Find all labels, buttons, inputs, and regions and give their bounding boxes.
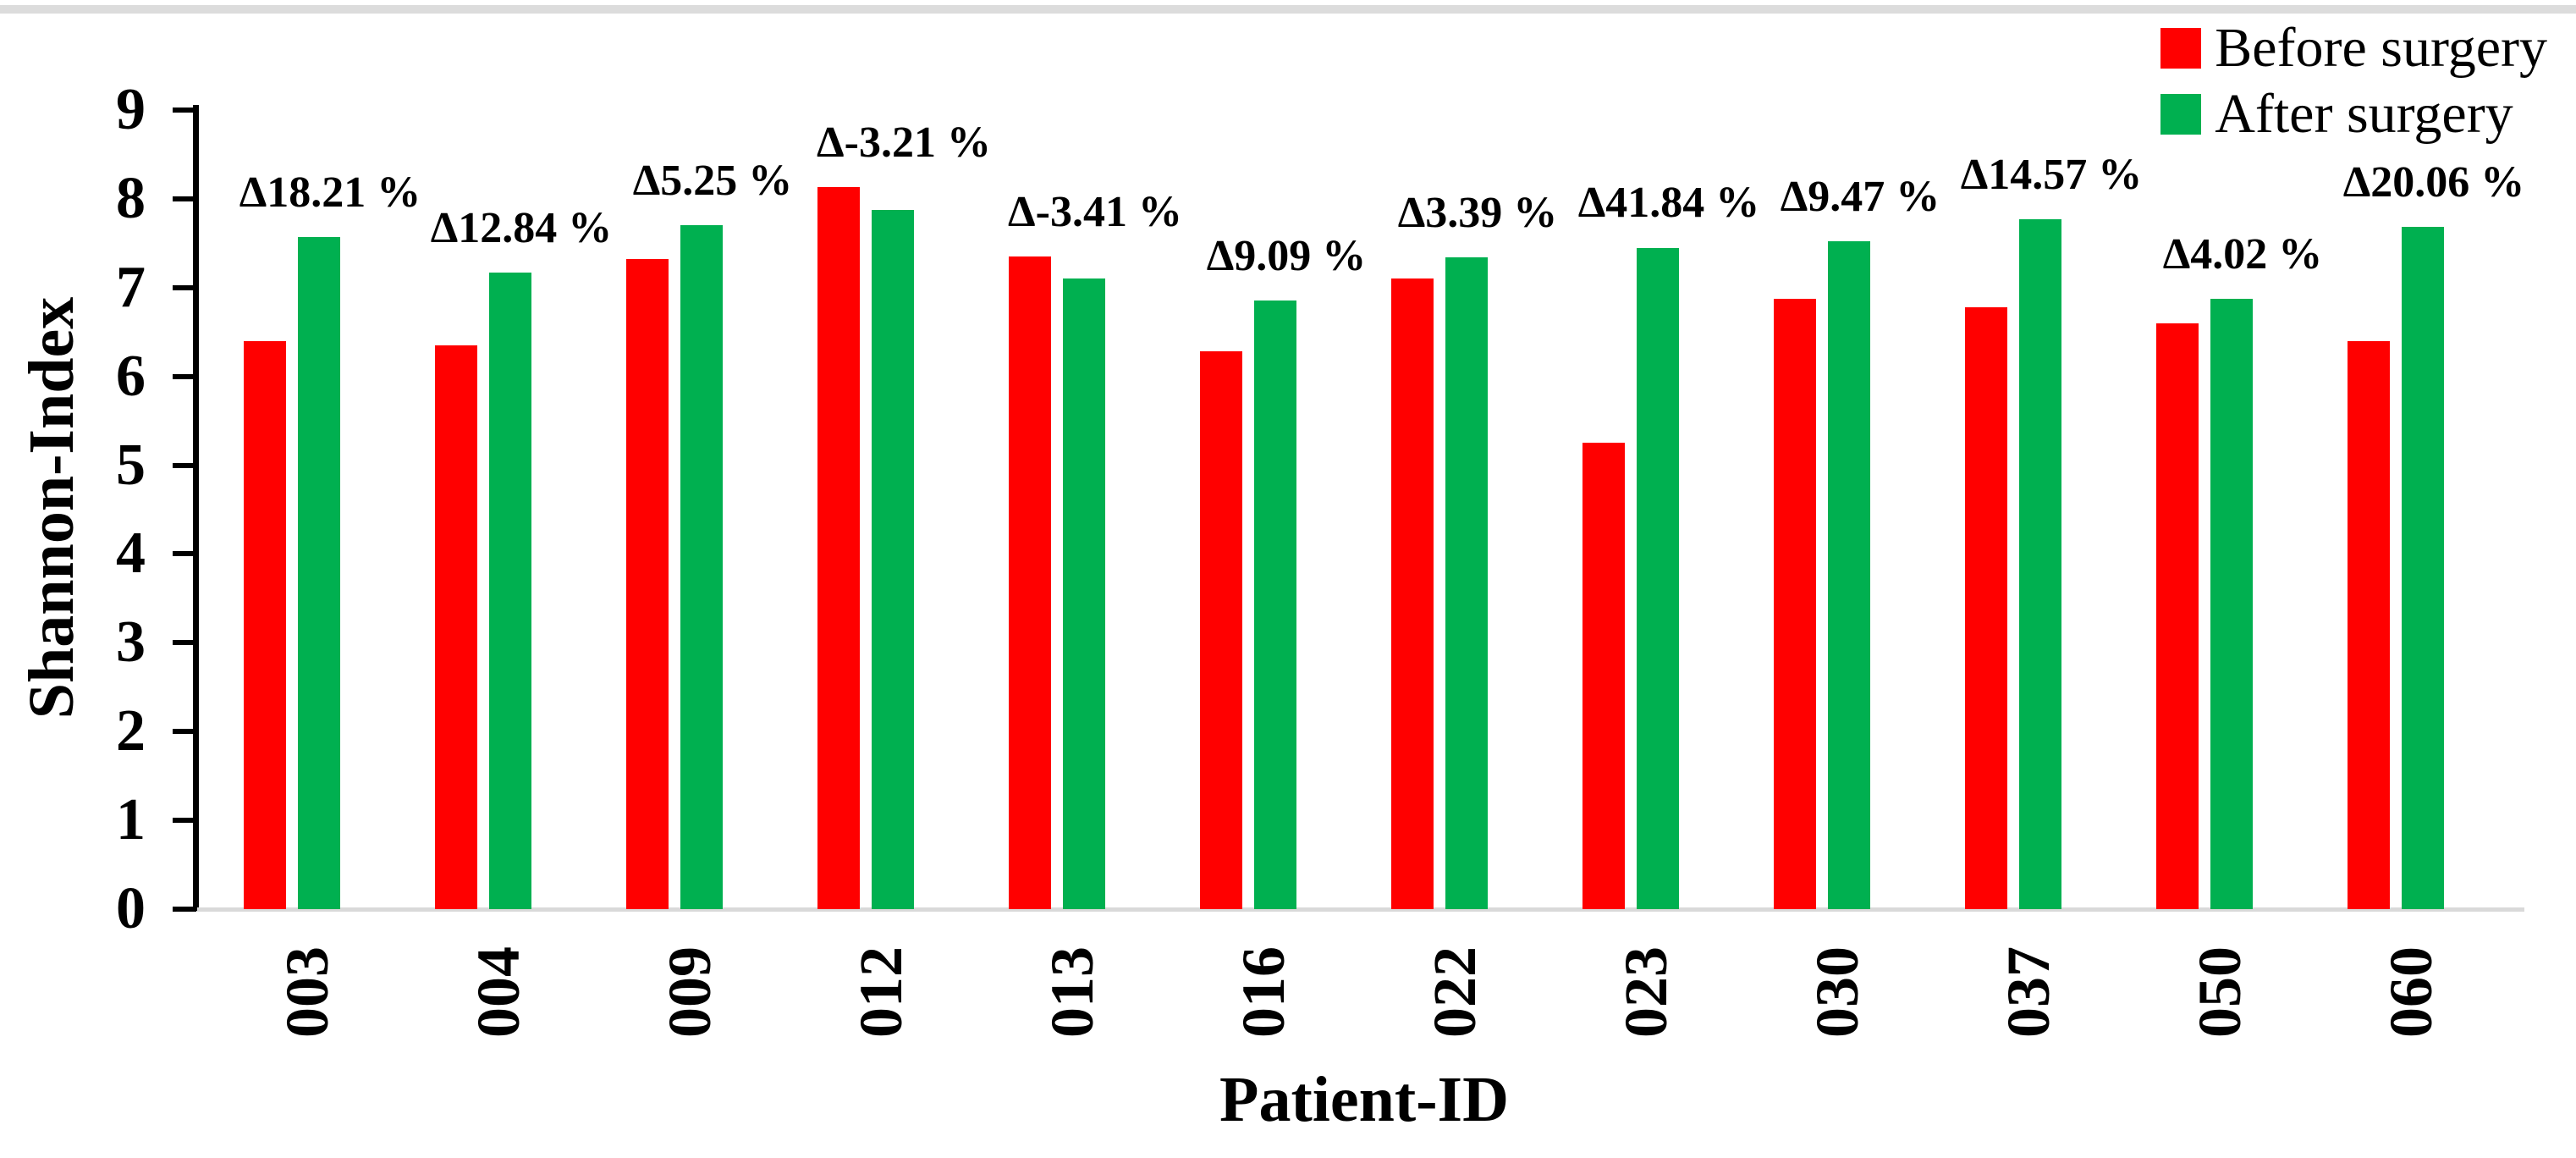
delta-annotation-037: Δ14.57 % bbox=[1960, 150, 2143, 199]
legend-item-before-surgery: Before surgery bbox=[2160, 15, 2547, 81]
before-surgery-bar-013 bbox=[1009, 256, 1051, 909]
delta-annotation-012: Δ-3.21 % bbox=[817, 119, 991, 168]
delta-annotation-016: Δ9.09 % bbox=[1206, 232, 1367, 281]
y-tick-mark bbox=[173, 551, 196, 557]
x-tick-label-016: 016 bbox=[1230, 946, 1297, 1038]
after-surgery-bar-050 bbox=[2210, 299, 2253, 909]
after-surgery-bar-060 bbox=[2402, 227, 2444, 909]
x-tick-label-003: 003 bbox=[273, 946, 341, 1038]
y-tick-label: 3 bbox=[116, 609, 146, 676]
y-tick-label: 6 bbox=[116, 343, 146, 409]
before-surgery-bar-022 bbox=[1391, 278, 1434, 909]
before-surgery-bar-009 bbox=[626, 259, 669, 909]
delta-annotation-004: Δ12.84 % bbox=[430, 203, 613, 252]
x-tick-label-060: 060 bbox=[2377, 946, 2445, 1038]
y-tick-label: 0 bbox=[116, 876, 146, 941]
x-tick-label-004: 004 bbox=[465, 946, 532, 1038]
y-tick-mark bbox=[173, 462, 196, 468]
after-surgery-bar-022 bbox=[1445, 257, 1488, 909]
y-tick-mark bbox=[173, 907, 196, 912]
before-surgery-bar-012 bbox=[817, 187, 860, 909]
x-tick-label-037: 037 bbox=[1995, 946, 2062, 1038]
y-tick-mark bbox=[173, 729, 196, 735]
before-surgery-bar-003 bbox=[244, 340, 286, 909]
delta-annotation-060: Δ20.06 % bbox=[2342, 158, 2525, 207]
x-tick-label-022: 022 bbox=[1421, 946, 1489, 1038]
y-tick-label: 5 bbox=[116, 432, 146, 498]
delta-annotation-050: Δ4.02 % bbox=[2162, 230, 2323, 279]
y-tick-label: 9 bbox=[116, 76, 146, 142]
delta-annotation-003: Δ18.21 % bbox=[239, 168, 421, 217]
y-tick-label: 7 bbox=[116, 254, 146, 320]
before-surgery-bar-037 bbox=[1965, 306, 2007, 909]
y-tick-label: 4 bbox=[116, 521, 146, 587]
after-surgery-bar-009 bbox=[680, 225, 723, 909]
before-surgery-bar-016 bbox=[1200, 351, 1242, 909]
legend: Before surgery After surgery bbox=[2160, 15, 2547, 147]
before-surgery-bar-050 bbox=[2156, 323, 2199, 909]
after-surgery-bar-013 bbox=[1063, 278, 1105, 909]
x-axis-title: Patient-ID bbox=[1219, 1064, 1509, 1135]
before-surgery-swatch-icon bbox=[2160, 28, 2202, 69]
x-tick-label-009: 009 bbox=[656, 946, 724, 1038]
x-axis-line bbox=[197, 907, 2524, 912]
y-tick-label: 8 bbox=[116, 165, 146, 231]
legend-item-after-surgery: After surgery bbox=[2160, 81, 2547, 147]
x-tick-label-023: 023 bbox=[1612, 946, 1680, 1038]
after-surgery-bar-012 bbox=[872, 210, 914, 909]
delta-annotation-022: Δ3.39 % bbox=[1397, 189, 1558, 238]
y-tick-label: 2 bbox=[116, 698, 146, 764]
after-surgery-swatch-icon bbox=[2160, 94, 2202, 135]
before-surgery-bar-030 bbox=[1774, 299, 1816, 909]
after-surgery-bar-030 bbox=[1828, 241, 1870, 909]
after-surgery-bar-037 bbox=[2019, 218, 2061, 909]
delta-annotation-023: Δ41.84 % bbox=[1577, 179, 1760, 228]
after-surgery-bar-003 bbox=[298, 236, 340, 909]
y-tick-mark bbox=[173, 818, 196, 824]
delta-annotation-030: Δ9.47 % bbox=[1780, 173, 1940, 222]
y-tick-mark bbox=[173, 284, 196, 290]
y-tick-mark bbox=[173, 373, 196, 379]
y-axis-line bbox=[193, 105, 199, 911]
x-tick-label-030: 030 bbox=[1803, 946, 1871, 1038]
y-tick-label: 1 bbox=[116, 787, 146, 853]
legend-label: After surgery bbox=[2215, 83, 2513, 145]
y-tick-mark bbox=[173, 640, 196, 646]
before-surgery-bar-023 bbox=[1582, 443, 1625, 909]
x-tick-label-013: 013 bbox=[1038, 946, 1106, 1038]
y-tick-mark bbox=[173, 196, 196, 201]
figure-top-border bbox=[0, 5, 2576, 14]
y-tick-mark bbox=[173, 107, 196, 113]
legend-label: Before surgery bbox=[2215, 17, 2547, 79]
delta-annotation-009: Δ5.25 % bbox=[632, 157, 793, 206]
x-tick-label-012: 012 bbox=[847, 946, 915, 1038]
delta-annotation-013: Δ-3.41 % bbox=[1008, 187, 1182, 236]
x-tick-label-050: 050 bbox=[2186, 946, 2254, 1038]
after-surgery-bar-023 bbox=[1637, 247, 1679, 909]
before-surgery-bar-060 bbox=[2348, 340, 2390, 909]
after-surgery-bar-004 bbox=[489, 272, 531, 909]
after-surgery-bar-016 bbox=[1254, 301, 1296, 909]
before-surgery-bar-004 bbox=[435, 345, 477, 909]
